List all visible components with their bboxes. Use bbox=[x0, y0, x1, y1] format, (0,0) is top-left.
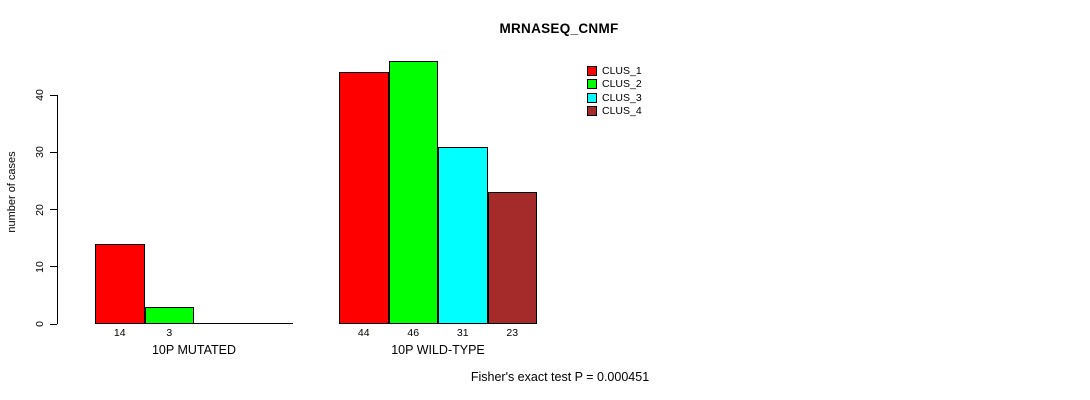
group-label-1: 10P MUTATED bbox=[151, 343, 237, 357]
bar-clus_2-group1 bbox=[144, 306, 194, 324]
bar-clus_3-group2 bbox=[438, 146, 488, 324]
y-tick-label: 10 bbox=[34, 260, 46, 273]
y-tick bbox=[50, 324, 57, 325]
bar-clus_4-group1-zero bbox=[243, 323, 293, 324]
y-tick bbox=[50, 209, 57, 210]
bar-clus_3-group1-zero bbox=[194, 323, 244, 324]
bar-value-label: 44 bbox=[357, 326, 370, 339]
bar-clus_1-group1 bbox=[95, 243, 145, 324]
bar-clus_1-group2 bbox=[339, 72, 389, 324]
legend-item-clus_2: CLUS_2 bbox=[587, 78, 642, 90]
legend-item-clus_1: CLUS_1 bbox=[587, 65, 642, 77]
legend-label: CLUS_3 bbox=[602, 91, 642, 104]
y-tick-label: 30 bbox=[34, 146, 46, 159]
y-tick-label: 40 bbox=[34, 89, 46, 101]
y-tick-label: 0 bbox=[34, 321, 46, 327]
legend-swatch-clus_4 bbox=[587, 106, 597, 117]
legend-label: CLUS_2 bbox=[602, 78, 642, 91]
y-tick bbox=[50, 266, 57, 267]
legend-label: CLUS_4 bbox=[602, 105, 642, 118]
y-tick bbox=[50, 152, 57, 153]
legend-swatch-clus_3 bbox=[587, 92, 597, 103]
fisher-test-annotation: Fisher's exact test P = 0.000451 bbox=[470, 370, 650, 384]
chart-title: MRNASEQ_CNMF bbox=[499, 21, 619, 36]
legend-label: CLUS_1 bbox=[602, 65, 642, 77]
bar-clus_4-group2 bbox=[487, 192, 537, 324]
group-label-2: 10P WILD-TYPE bbox=[391, 343, 485, 357]
bar-value-label: 14 bbox=[113, 326, 126, 339]
y-tick bbox=[50, 95, 57, 96]
legend-swatch-clus_1 bbox=[587, 66, 597, 76]
y-axis-label: number of cases bbox=[6, 151, 18, 233]
bar-value-label: 23 bbox=[506, 326, 519, 339]
legend-item-clus_3: CLUS_3 bbox=[587, 92, 642, 104]
bar-value-label: 3 bbox=[166, 326, 173, 339]
bar-value-label: 31 bbox=[456, 326, 469, 339]
legend-swatch-clus_2 bbox=[587, 79, 597, 90]
bar-value-label: 46 bbox=[407, 326, 420, 339]
y-tick-label: 20 bbox=[34, 203, 46, 216]
legend-item-clus_4: CLUS_4 bbox=[587, 105, 642, 117]
y-axis-line bbox=[57, 95, 58, 324]
bar-clus_2-group2 bbox=[388, 60, 438, 324]
